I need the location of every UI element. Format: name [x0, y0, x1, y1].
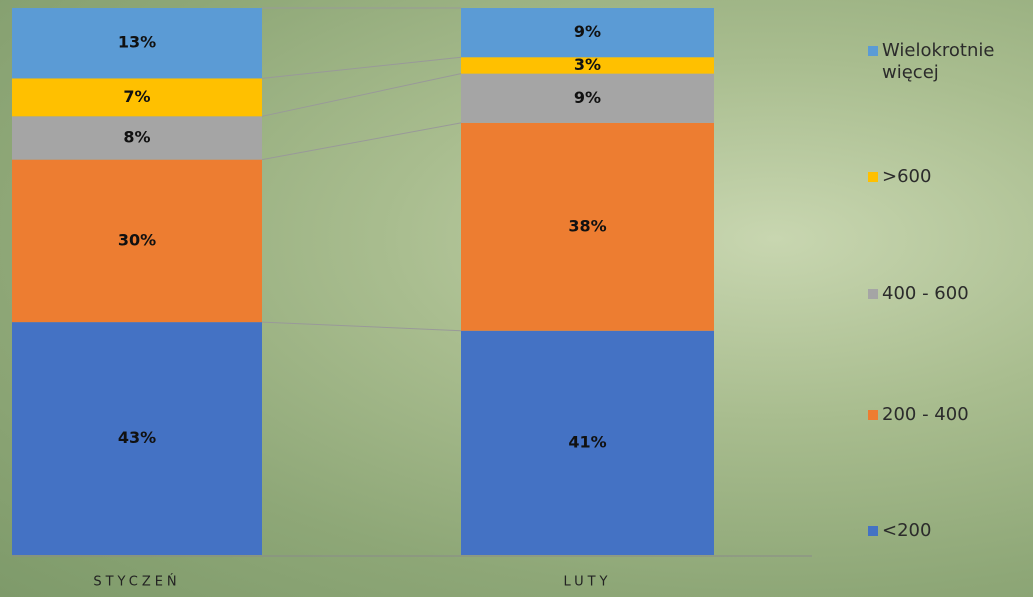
data-label: 9% [574, 88, 601, 107]
legend-label: <200 [882, 520, 932, 541]
legend-label: 400 - 600 [882, 283, 969, 304]
legend-item: Wielokrotnie więcej [868, 40, 1018, 84]
data-label: 3% [574, 55, 601, 74]
legend-swatch [868, 410, 878, 420]
series-line [261, 73, 462, 117]
x-tick-label: LUTY [564, 575, 612, 590]
bar-segment [12, 322, 262, 555]
bar-segment [12, 78, 262, 117]
x-tick-label: STYCZEŃ [93, 574, 180, 590]
legend-swatch [868, 46, 878, 56]
legend-label: 200 - 400 [882, 404, 969, 425]
data-label: 41% [568, 432, 606, 451]
legend-swatch [868, 289, 878, 299]
data-label: 8% [123, 127, 150, 146]
legend-item: >600 [868, 166, 1018, 188]
bar-segment [12, 159, 262, 323]
data-label: 30% [118, 230, 156, 249]
data-label: 7% [123, 87, 150, 106]
legend-swatch [868, 172, 878, 182]
bar-segment [461, 122, 714, 331]
legend-label: Wielokrotnie więcej [882, 40, 995, 83]
bar-segment [461, 8, 714, 58]
legend-item: 400 - 600 [868, 283, 1018, 305]
bar-segment [461, 57, 714, 74]
series-line [261, 56, 462, 79]
bar-segment [461, 330, 714, 555]
data-label: 13% [118, 33, 156, 52]
legend-label: >600 [882, 166, 932, 187]
data-label: 38% [568, 216, 606, 235]
bar-segment [461, 73, 714, 123]
series-line [261, 321, 462, 332]
data-label: 43% [118, 428, 156, 447]
legend-item: 200 - 400 [868, 404, 1018, 426]
legend-item: <200 [868, 520, 1018, 542]
bar-segment [12, 116, 262, 160]
data-label: 9% [574, 22, 601, 41]
series-line [261, 122, 462, 161]
legend-swatch [868, 526, 878, 536]
bar-segment [12, 8, 262, 79]
